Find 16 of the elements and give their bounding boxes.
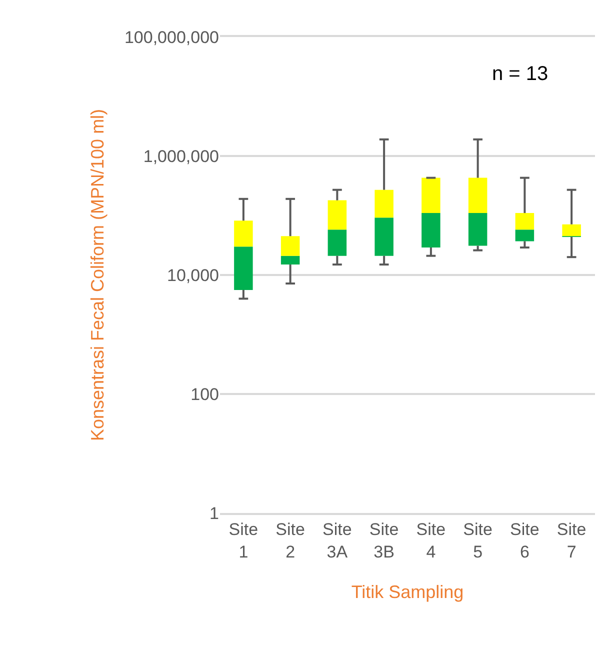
x-tick-label: Site 1 — [228, 520, 258, 562]
x-tick-label: Site 3A — [322, 520, 352, 562]
y-axis-title: Konsentrasi Fecal Coliform (MPN/100 ml) — [88, 108, 108, 442]
x-tick-label: Site 7 — [556, 520, 586, 562]
x-tick-label: Site 2 — [276, 520, 305, 562]
x-tick-label: Site 6 — [510, 520, 540, 562]
y-tick-label: 100,000,000 — [124, 28, 219, 47]
x-tick-label: Site 5 — [463, 520, 492, 562]
x-tick-label: Site 4 — [416, 520, 446, 562]
x-tick-label: Site 3B — [369, 520, 399, 562]
annotation: n = 13 — [492, 63, 548, 85]
y-tick-label: 100 — [190, 384, 219, 404]
y-tick-label: 10,000 — [167, 266, 219, 285]
y-tick-label: 1,000,000 — [143, 146, 219, 166]
x-axis-title: Titik Sampling — [351, 582, 464, 602]
y-tick-label: 1 — [210, 504, 219, 523]
